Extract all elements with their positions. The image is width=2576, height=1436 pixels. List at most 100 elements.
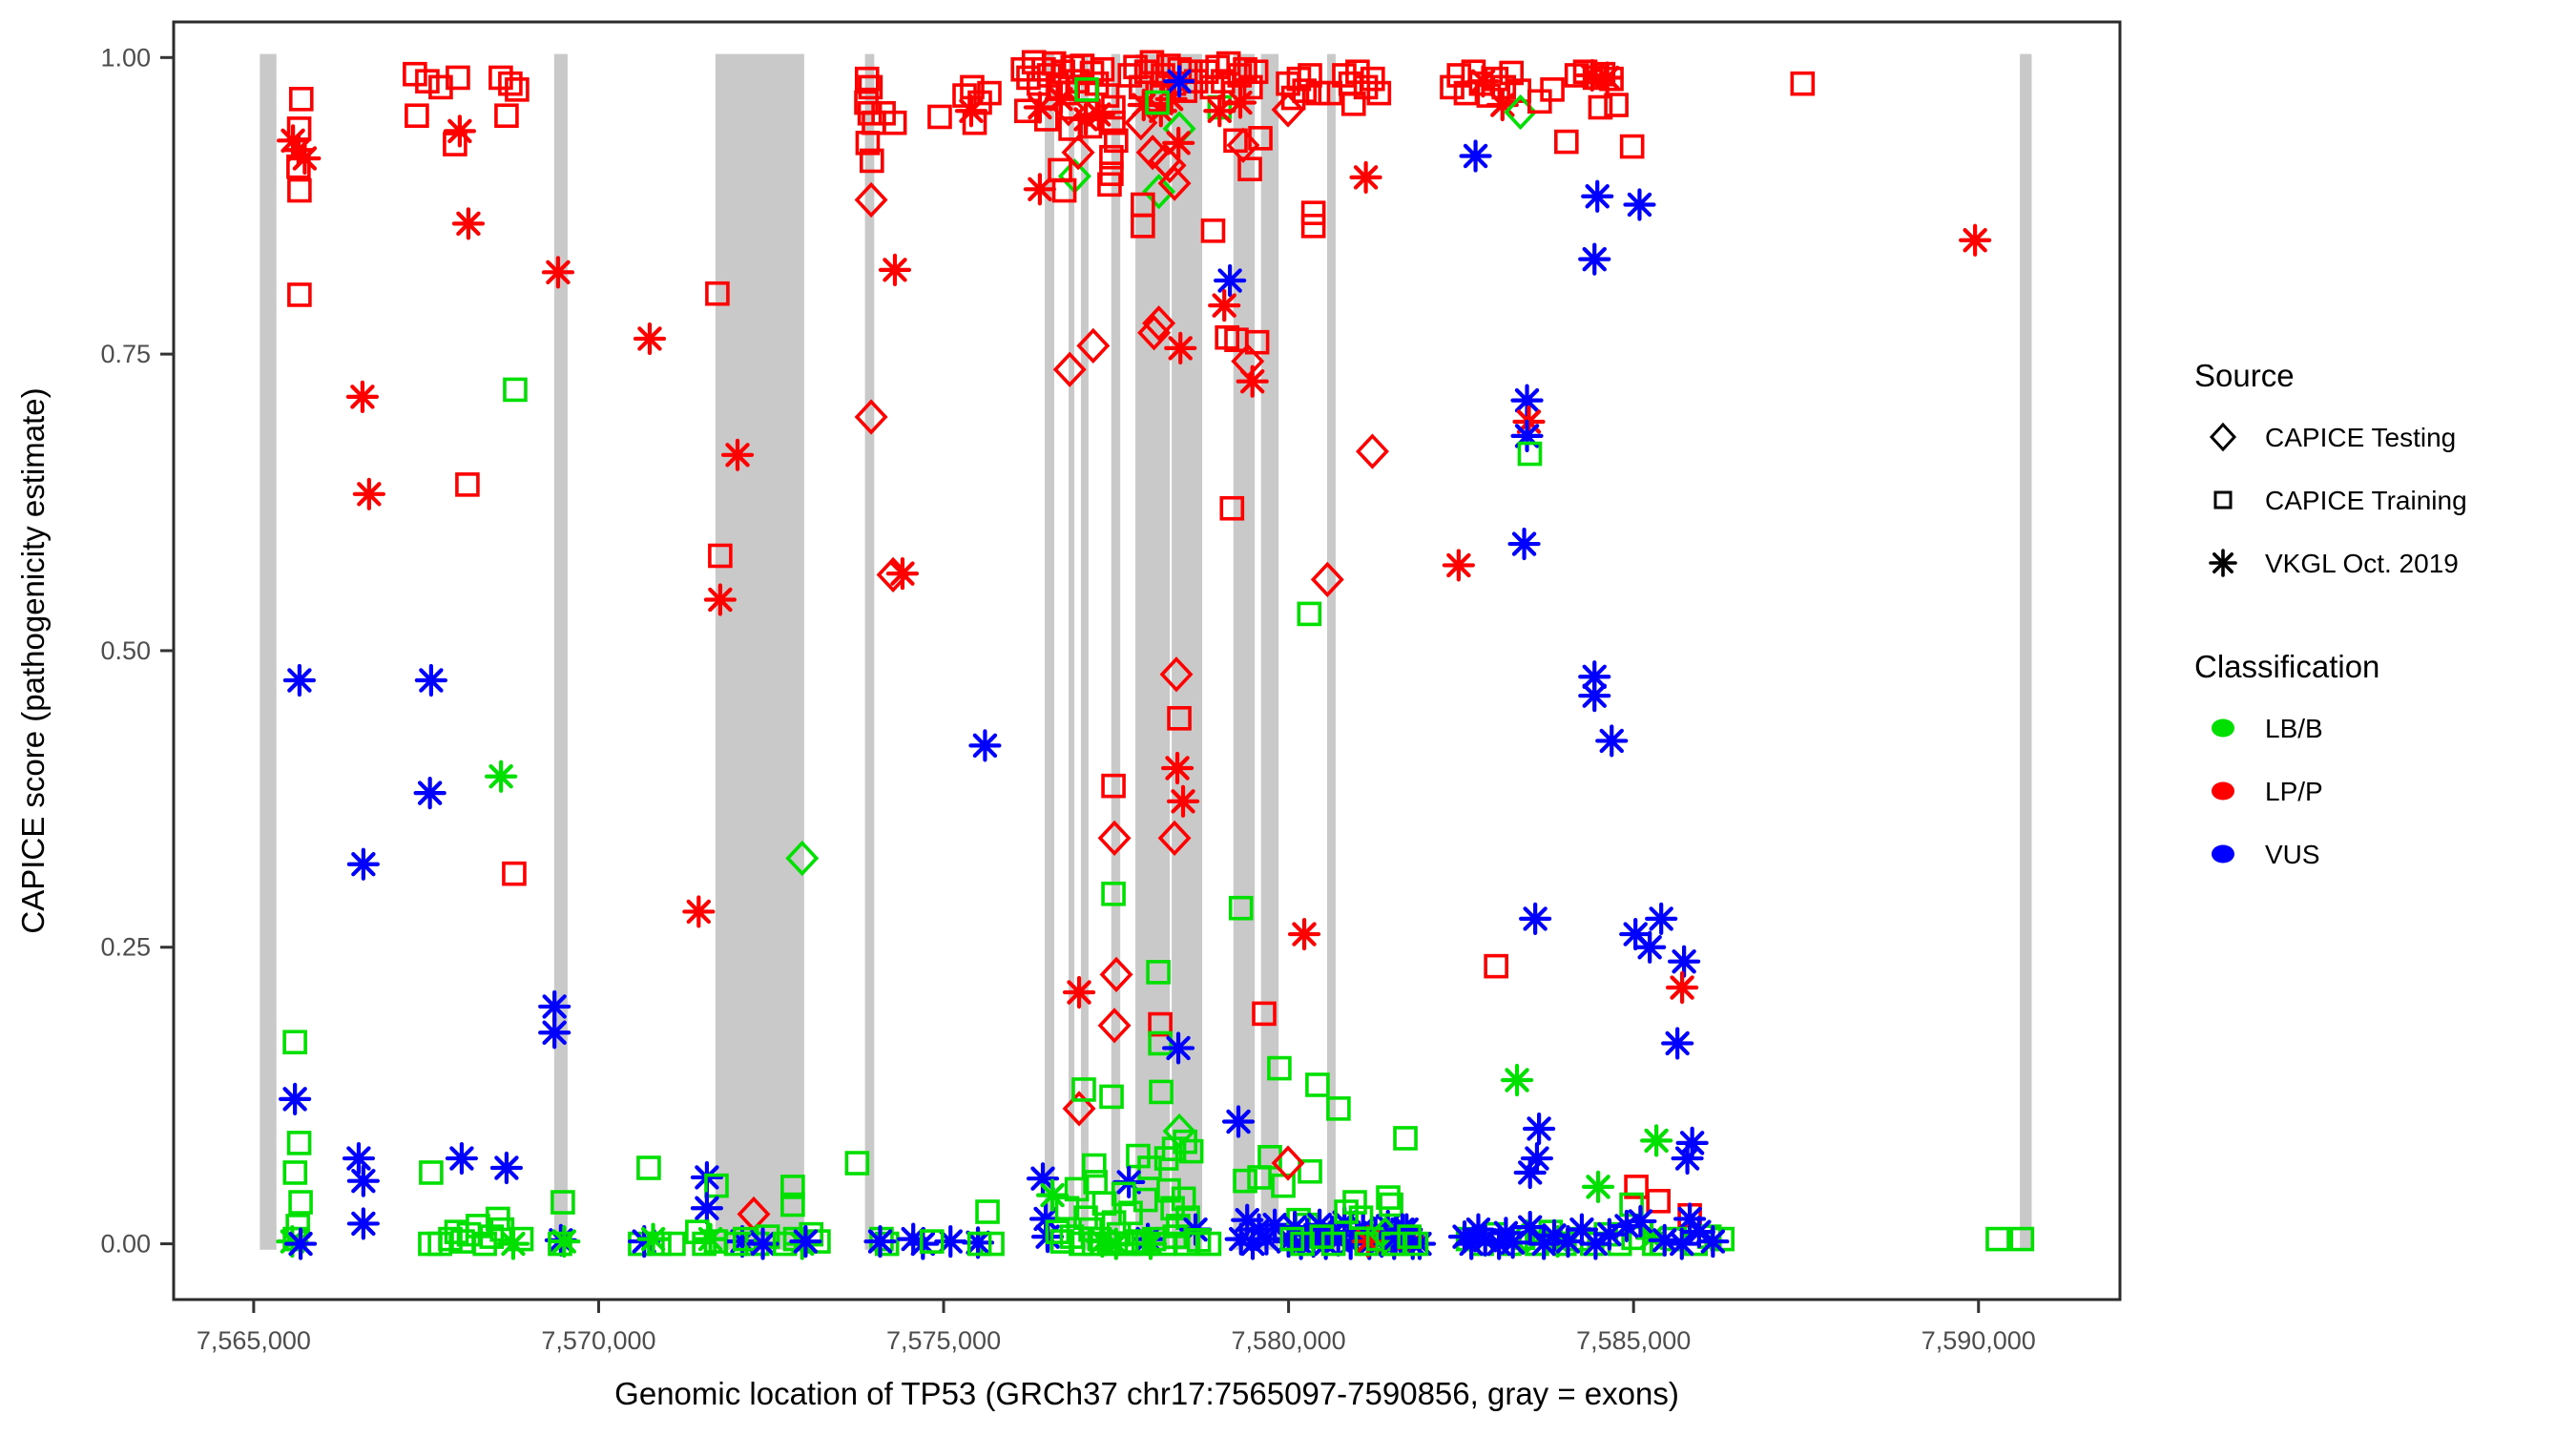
square-marker bbox=[1320, 1231, 1346, 1257]
diamond-marker bbox=[1153, 147, 1187, 184]
asterisk-arm bbox=[1446, 552, 1471, 578]
square-marker bbox=[438, 1226, 463, 1252]
square-marker bbox=[860, 148, 884, 174]
point-lpp bbox=[977, 80, 1002, 106]
asterisk-arm bbox=[966, 1230, 990, 1256]
asterisk-arm bbox=[1687, 1219, 1712, 1244]
asterisk-arm bbox=[959, 98, 984, 123]
asterisk-arm bbox=[542, 1020, 567, 1045]
asterisk-arm bbox=[637, 326, 662, 351]
point-lbb bbox=[1142, 174, 1176, 210]
point-lbb bbox=[780, 1175, 805, 1199]
square-marker bbox=[1101, 110, 1126, 135]
point-lpp bbox=[1062, 975, 1096, 1009]
square-marker bbox=[1223, 128, 1248, 154]
exon-bar bbox=[1111, 53, 1121, 1250]
square-marker bbox=[1148, 1011, 1173, 1037]
point-vus bbox=[1578, 660, 1611, 694]
square-marker bbox=[1099, 1084, 1124, 1110]
legend-source-item: VKGL Oct. 2019 bbox=[2209, 549, 2459, 578]
asterisk-arm bbox=[1168, 336, 1193, 361]
point-lpp bbox=[854, 66, 880, 92]
point-lbb bbox=[975, 1199, 1000, 1224]
square-marker bbox=[1071, 1077, 1096, 1102]
legend: Source CAPICE Testing CAPICE Training VKGL … bbox=[2194, 358, 2467, 869]
asterisk-arm bbox=[1582, 683, 1607, 708]
point-lpp bbox=[1292, 78, 1318, 103]
point-lbb bbox=[551, 1190, 575, 1215]
square-marker bbox=[1074, 77, 1099, 102]
point-lpp bbox=[1624, 1175, 1649, 1199]
point-lbb bbox=[419, 1160, 444, 1185]
asterisk-arm bbox=[1679, 1131, 1705, 1155]
point-lpp bbox=[288, 141, 322, 176]
point-lbb bbox=[548, 1224, 581, 1259]
point-lpp bbox=[1366, 80, 1392, 106]
diamond-marker bbox=[785, 840, 820, 877]
point-lpp bbox=[1131, 214, 1155, 239]
square-marker bbox=[1171, 1186, 1196, 1212]
square-marker bbox=[1118, 1200, 1143, 1226]
asterisk-arm bbox=[449, 1146, 474, 1171]
point-lpp bbox=[1223, 86, 1257, 119]
y-tick-label: 0.75 bbox=[100, 340, 151, 368]
asterisk-arm bbox=[1518, 1215, 1543, 1239]
square-marker bbox=[1146, 960, 1171, 985]
asterisk-arm bbox=[488, 764, 513, 789]
y-tick-label: 0.00 bbox=[100, 1230, 151, 1259]
point-lpp bbox=[1298, 63, 1322, 88]
square-marker bbox=[1077, 114, 1103, 139]
point-vus bbox=[1633, 930, 1667, 964]
axis-ticks: 7,565,000 7,570,000 7,575,000 7,580,000 7,58… bbox=[100, 43, 2035, 1355]
point-lbb bbox=[285, 1214, 310, 1238]
square-marker bbox=[1243, 59, 1269, 85]
asterisk-arm bbox=[686, 899, 712, 925]
square-marker bbox=[503, 377, 528, 403]
point-lbb bbox=[1145, 90, 1170, 115]
legend-diamond-icon bbox=[2209, 422, 2237, 452]
point-lbb bbox=[1267, 1055, 1292, 1081]
asterisk-arm bbox=[456, 211, 481, 237]
point-vus bbox=[1161, 1031, 1195, 1065]
point-lbb bbox=[919, 1229, 945, 1254]
point-vus bbox=[342, 1141, 376, 1176]
asterisk-arm bbox=[282, 1087, 307, 1112]
diamond-marker bbox=[854, 399, 888, 435]
square-marker bbox=[1403, 1231, 1429, 1257]
point-lpp bbox=[855, 131, 881, 156]
point-lpp bbox=[1287, 917, 1321, 951]
asterisk-arm bbox=[867, 1229, 893, 1254]
point-lbb bbox=[1233, 1168, 1257, 1194]
point-lpp bbox=[1097, 172, 1122, 198]
point-lpp bbox=[1604, 93, 1629, 117]
point-lbb bbox=[1581, 1170, 1615, 1203]
square-marker bbox=[1099, 144, 1124, 170]
point-lpp bbox=[1554, 129, 1579, 155]
exon-bar bbox=[2020, 53, 2032, 1250]
point-lpp bbox=[1619, 134, 1645, 159]
point-vus bbox=[1578, 679, 1611, 713]
square-marker bbox=[1156, 1177, 1181, 1203]
y-tick-label: 0.25 bbox=[100, 933, 151, 962]
point-vus bbox=[1595, 724, 1629, 758]
asterisk-arm bbox=[1167, 69, 1192, 94]
legend-classification-item: LB/B bbox=[2212, 714, 2323, 743]
square-marker bbox=[1361, 66, 1385, 92]
point-vus bbox=[346, 847, 380, 881]
point-lpp bbox=[1101, 94, 1126, 120]
asterisk-arm bbox=[288, 1231, 313, 1257]
asterisk-arm bbox=[1217, 268, 1242, 293]
point-lpp bbox=[1300, 214, 1326, 239]
point-lpp bbox=[1097, 820, 1132, 857]
point-lbb bbox=[1326, 1096, 1351, 1121]
point-lbb bbox=[1320, 1231, 1346, 1257]
point-lpp bbox=[1166, 784, 1200, 818]
square-marker bbox=[1298, 63, 1322, 88]
point-lpp bbox=[1137, 315, 1172, 351]
square-marker bbox=[1252, 1001, 1277, 1027]
square-marker bbox=[1588, 94, 1613, 120]
asterisk-arm bbox=[1628, 1209, 1653, 1234]
point-lbb bbox=[503, 377, 528, 403]
square-marker bbox=[1196, 1231, 1222, 1257]
